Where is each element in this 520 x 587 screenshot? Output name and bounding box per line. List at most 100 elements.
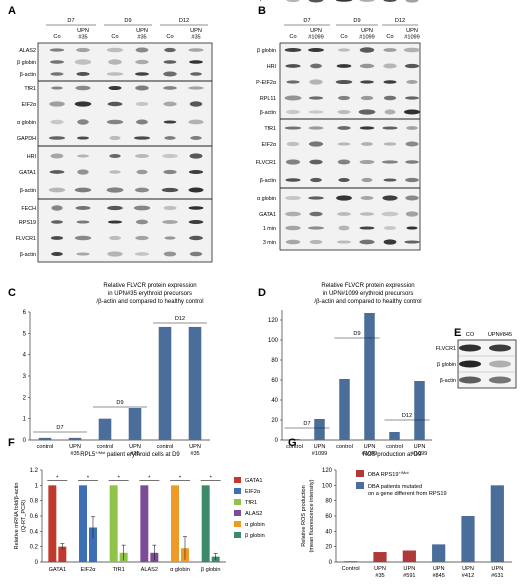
blot-band [106,47,124,53]
lane-label: Co [111,34,118,40]
blot-band [189,153,203,159]
blot-band [404,63,420,69]
bar-control [201,485,210,562]
legend-label: β globin [245,533,265,539]
x-tick-label: UPN #1099 [312,444,328,457]
y-tick-label: 120 [268,318,279,324]
band-label: β-actin [260,110,276,116]
blot-band [188,119,204,125]
chart-c-title-3: /β-actin and compared to healthy control [96,299,203,305]
bar-control [48,485,57,562]
legend-swatch [234,510,241,516]
day-label: D7 [67,18,74,24]
blot-band [381,211,399,217]
blot-band [50,60,64,64]
band-label: β-actin [260,178,276,184]
band-label: HRI [27,154,36,160]
y-tick-label: 20 [325,545,332,551]
blot-band [403,109,421,115]
x-tick-label: UPN #412 [462,566,474,579]
blot-band [359,226,375,230]
bar [490,485,504,562]
band-label: β globin [17,60,36,66]
blot-band [382,126,398,130]
blot-band [405,141,419,147]
blot-band [106,119,124,125]
bar [414,381,425,440]
band-label: α globin [17,120,36,126]
blot-band [106,187,124,193]
y-tick-label: 0.6 [30,514,39,520]
band-label: 1 min [263,226,276,232]
blot-band [189,101,203,107]
blot-band [383,48,397,52]
lane-label: CO [466,332,475,338]
band-label: FLVCR1 [256,160,276,166]
western-blot-b: D7 D9 D12 Co UPN #1099 Co UPN #1099 Co UPN #1099 β g… [256,0,421,251]
y-tick-label: 0.2 [30,545,39,551]
x-tick-label: UPN #631 [491,566,503,579]
legend-label: TfR1 [245,500,257,506]
blot-band [359,212,375,216]
blot-band [109,170,121,174]
day-label: D7 [303,18,310,24]
band-label: 3 min [263,240,276,246]
blot-band [405,160,419,164]
x-tick-label: UPN #35 [374,566,386,579]
blot-band [405,195,419,201]
blot-band [188,86,204,90]
blot-band [107,220,123,224]
band-label: TfR1 [24,86,36,92]
blot-band [338,178,350,182]
sig-star: * [87,476,90,482]
band-label: RPL11 [260,96,276,102]
blot-band [76,220,90,224]
blot-band [163,251,177,257]
blot-band [108,85,122,91]
y-axis-label-2: (mean fluorescence intensity) [309,479,315,552]
band-label: HRI [267,64,276,70]
bar [373,552,387,562]
blot-band [489,376,511,384]
blot-band [406,226,418,230]
band-label: β-actin [20,188,36,194]
band-label: FLVCR1 [16,236,36,242]
band-label: GATA1 [259,212,276,218]
x-tick-label: Control [342,566,360,572]
blot-band [286,0,300,3]
blot-band [489,344,511,352]
x-tick-label: UPN #1099 [362,444,378,457]
blot-band [164,236,176,240]
blot-band [406,80,418,84]
bar [289,439,300,440]
y-tick-label: 80 [271,358,278,364]
blot-band [74,59,92,65]
chart-c-title-1: Relative FLVCR protein expression [103,283,196,289]
legend-label: α globin [245,522,265,528]
legend-label: ALAS2 [245,511,262,517]
blot-band [383,80,397,84]
y-tick-label: 0.8 [30,499,39,505]
blot-band [383,0,397,2]
blot-band [308,47,324,53]
legend-swatch [234,499,241,505]
blot-band [383,142,397,146]
bar [158,326,172,440]
blot-band [163,71,177,77]
blot-band [50,236,64,240]
blot-band [308,196,324,200]
blot-band [51,86,63,90]
band-label: β-actin [440,378,456,384]
blot-band [285,211,301,217]
bar [344,561,358,562]
x-tick-label: EIF2α [80,567,96,573]
bar [68,437,82,440]
legend-swatch [356,482,364,489]
sig-star: * [179,476,182,482]
blot-band [49,170,65,174]
x-tick-label: control [37,444,54,450]
x-tick-label: UPN #1099 [412,444,428,457]
blot-band [133,136,151,140]
panel-a-label: A [8,5,16,17]
blot-band [360,80,374,84]
